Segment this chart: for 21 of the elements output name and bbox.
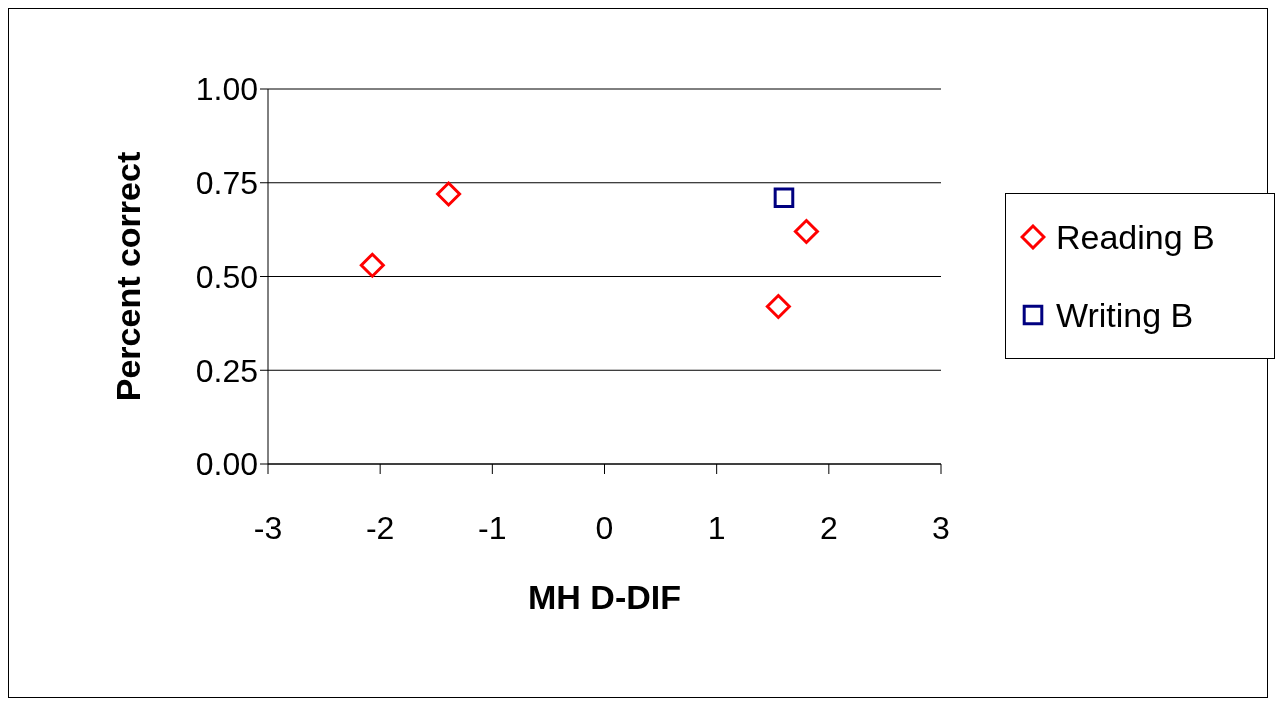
x-tick-label: 0 [595,509,614,546]
y-tick-label: 0.50 [195,258,258,295]
x-tick-label: -2 [365,509,395,546]
y-tick-label: 0.00 [195,446,258,483]
x-tick-label: -1 [478,509,507,546]
x-tick-label: 2 [819,509,838,546]
y-tick-label: 0.25 [195,352,258,389]
x-tick-label: -3 [253,509,283,546]
x-axis-title: MH D-DIF [528,578,681,616]
point [765,294,791,319]
point [773,187,795,209]
x-tick-label: 3 [932,509,950,546]
point [436,181,462,207]
legend-label: Reading B [1056,217,1215,257]
y-tick-label: 1.00 [195,71,258,108]
point [359,252,385,278]
point [793,219,819,244]
legend-label: Writing B [1056,295,1194,335]
y-tick-label: 0.75 [195,165,258,202]
x-tick-label: 1 [707,509,726,546]
y-axis-title: Percent correct [109,151,148,402]
